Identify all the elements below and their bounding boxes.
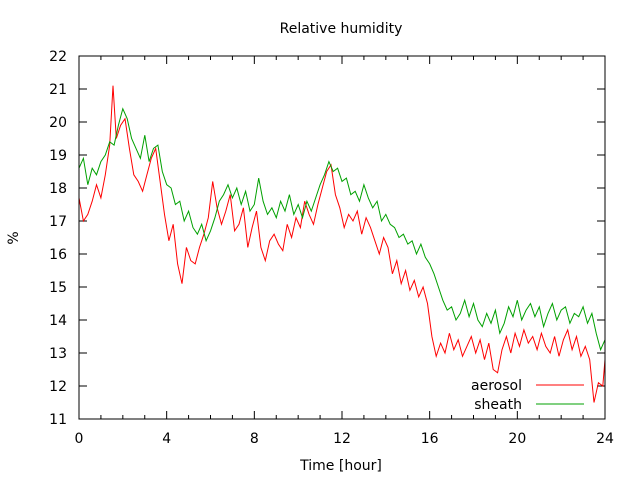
x-tick-label: 24 bbox=[596, 431, 614, 447]
series-line-aerosol bbox=[78, 85, 606, 403]
y-tick-label: 16 bbox=[49, 247, 67, 263]
x-tick-label: 12 bbox=[333, 431, 351, 447]
axis-ticks bbox=[78, 55, 606, 420]
y-tick-label: 21 bbox=[49, 82, 67, 98]
y-tick-label: 15 bbox=[49, 280, 67, 296]
y-tick-label: 14 bbox=[49, 313, 67, 329]
y-tick-label: 19 bbox=[49, 148, 67, 164]
y-tick-label: 11 bbox=[49, 412, 67, 428]
tick-labels: 0 4 8 12 16 20 24 11 12 13 14 15 16 17 18 19 20 21 22 bbox=[49, 49, 614, 447]
x-tick-label: 8 bbox=[250, 431, 259, 447]
legend-label: sheath bbox=[474, 397, 522, 413]
y-tick-label: 12 bbox=[49, 379, 67, 395]
y-tick-label: 18 bbox=[49, 181, 67, 197]
x-tick-label: 4 bbox=[162, 431, 171, 447]
y-tick-label: 13 bbox=[49, 346, 67, 362]
x-axis-label: Time [hour] bbox=[299, 458, 382, 474]
chart-title: Relative humidity bbox=[280, 21, 403, 37]
y-tick-label: 17 bbox=[49, 214, 67, 230]
x-tick-label: 0 bbox=[75, 431, 84, 447]
legend: aerosol sheath bbox=[471, 378, 584, 413]
y-axis-label: % bbox=[6, 231, 22, 244]
plot-frame bbox=[78, 55, 606, 420]
legend-label: aerosol bbox=[471, 378, 522, 394]
x-tick-label: 16 bbox=[421, 431, 439, 447]
y-tick-label: 22 bbox=[49, 49, 67, 65]
x-tick-label: 20 bbox=[508, 431, 526, 447]
y-tick-label: 20 bbox=[49, 115, 67, 131]
series-line-sheath bbox=[78, 107, 606, 352]
series-lines bbox=[78, 85, 606, 403]
